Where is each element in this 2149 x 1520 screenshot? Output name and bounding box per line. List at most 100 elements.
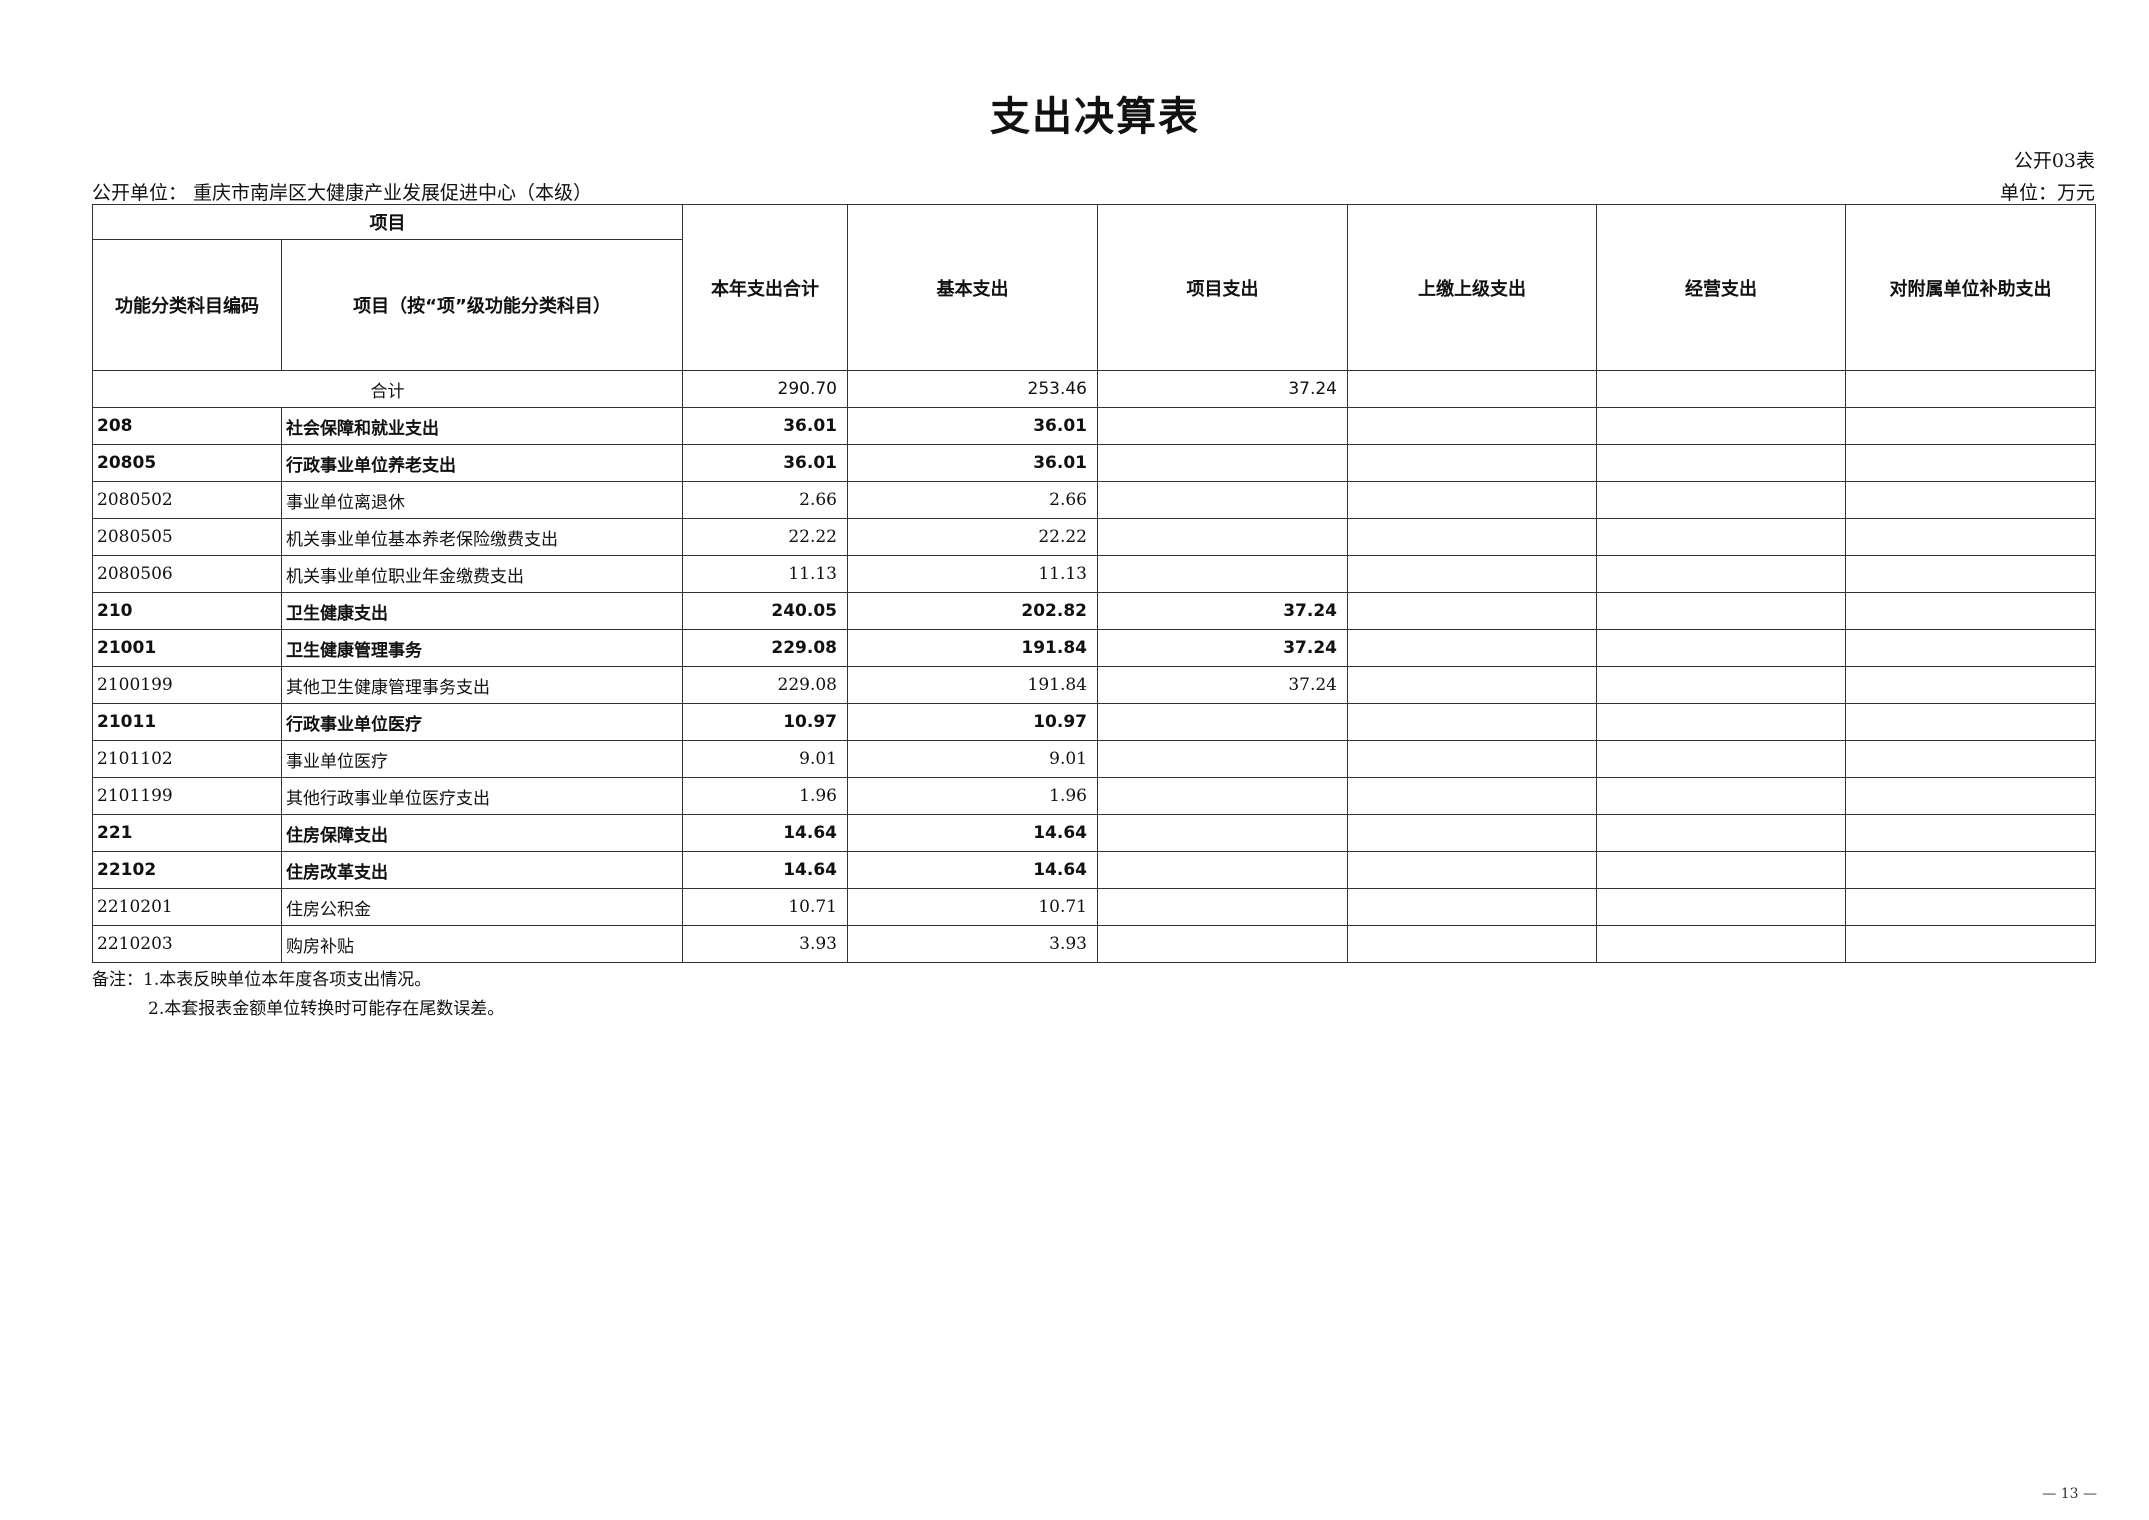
cell-subsidy (1845, 777, 2096, 815)
cell-basic: 36.01 (847, 407, 1098, 445)
cell-upper (1347, 444, 1597, 482)
cell-project: 37.24 (1097, 629, 1348, 667)
cell-name: 其他行政事业单位医疗支出 (281, 777, 683, 815)
cell-project (1097, 703, 1348, 741)
cell-code: 22102 (92, 851, 282, 889)
cell-basic: 1.96 (847, 777, 1098, 815)
cell-total: 11.13 (682, 555, 848, 593)
cell-code: 21011 (92, 703, 282, 741)
cell-business (1596, 888, 1846, 926)
table-row: 2080505 机关事业单位基本养老保险缴费支出 22.22 22.22 (92, 518, 2096, 556)
total-upper (1347, 370, 1597, 408)
cell-total: 9.01 (682, 740, 848, 778)
cell-name: 机关事业单位基本养老保险缴费支出 (281, 518, 683, 556)
table-row: 2080502 事业单位离退休 2.66 2.66 (92, 481, 2096, 519)
cell-upper (1347, 629, 1597, 667)
total-row: 合计 290.70 253.46 37.24 (92, 370, 2096, 408)
cell-basic: 14.64 (847, 814, 1098, 852)
cell-code: 2080502 (92, 481, 282, 519)
cell-subsidy (1845, 629, 2096, 667)
cell-name: 行政事业单位医疗 (281, 703, 683, 741)
cell-project (1097, 925, 1348, 963)
cell-business (1596, 814, 1846, 852)
cell-name: 社会保障和就业支出 (281, 407, 683, 445)
cell-name: 住房保障支出 (281, 814, 683, 852)
org-label: 公开单位： 重庆市南岸区大健康产业发展促进中心（本级） (92, 182, 593, 204)
cell-subsidy (1845, 555, 2096, 593)
cell-upper (1347, 592, 1597, 630)
cell-subsidy (1845, 703, 2096, 741)
cell-name: 行政事业单位养老支出 (281, 444, 683, 482)
header-project: 项目支出 (1097, 204, 1348, 371)
cell-upper (1347, 888, 1597, 926)
total-basic: 253.46 (847, 370, 1098, 408)
cell-code: 210 (92, 592, 282, 630)
cell-basic: 11.13 (847, 555, 1098, 593)
cell-code: 21001 (92, 629, 282, 667)
cell-upper (1347, 740, 1597, 778)
cell-subsidy (1845, 740, 2096, 778)
cell-upper (1347, 703, 1597, 741)
cell-business (1596, 666, 1846, 704)
cell-subsidy (1845, 814, 2096, 852)
cell-total: 229.08 (682, 629, 848, 667)
cell-name: 住房公积金 (281, 888, 683, 926)
table-row: 208 社会保障和就业支出 36.01 36.01 (92, 407, 2096, 445)
total-project: 37.24 (1097, 370, 1348, 408)
cell-business (1596, 592, 1846, 630)
unit-label: 单位：万元 (1999, 182, 2095, 204)
cell-code: 208 (92, 407, 282, 445)
cell-business (1596, 555, 1846, 593)
cell-project (1097, 814, 1348, 852)
cell-subsidy (1845, 444, 2096, 482)
table-row: 22102 住房改革支出 14.64 14.64 (92, 851, 2096, 889)
cell-upper (1347, 518, 1597, 556)
cell-upper (1347, 777, 1597, 815)
table-row: 210 卫生健康支出 240.05 202.82 37.24 (92, 592, 2096, 630)
cell-name: 卫生健康管理事务 (281, 629, 683, 667)
header-subsidy: 对附属单位补助支出 (1845, 204, 2096, 371)
notes: 备注：1.本表反映单位本年度各项支出情况。 2.本套报表金额单位转换时可能存在尾… (92, 966, 504, 1024)
cell-upper (1347, 555, 1597, 593)
table-row: 20805 行政事业单位养老支出 36.01 36.01 (92, 444, 2096, 482)
cell-project (1097, 407, 1348, 445)
page-title: 支出决算表 (990, 94, 1200, 140)
cell-upper (1347, 925, 1597, 963)
header-upper: 上缴上级支出 (1347, 204, 1597, 371)
cell-basic: 2.66 (847, 481, 1098, 519)
cell-total: 10.71 (682, 888, 848, 926)
header-basic: 基本支出 (847, 204, 1098, 371)
cell-project (1097, 555, 1348, 593)
cell-subsidy (1845, 481, 2096, 519)
cell-project (1097, 481, 1348, 519)
cell-code: 2080505 (92, 518, 282, 556)
cell-project: 37.24 (1097, 592, 1348, 630)
table-row: 2210201 住房公积金 10.71 10.71 (92, 888, 2096, 926)
cell-project (1097, 740, 1348, 778)
header-name: 项目（按“项”级功能分类科目） (281, 239, 683, 371)
cell-upper (1347, 851, 1597, 889)
cell-total: 14.64 (682, 814, 848, 852)
cell-total: 3.93 (682, 925, 848, 963)
cell-business (1596, 407, 1846, 445)
cell-code: 2080506 (92, 555, 282, 593)
cell-project (1097, 777, 1348, 815)
cell-business (1596, 629, 1846, 667)
header-business: 经营支出 (1596, 204, 1846, 371)
cell-subsidy (1845, 407, 2096, 445)
cell-total: 1.96 (682, 777, 848, 815)
total-business (1596, 370, 1846, 408)
cell-business (1596, 777, 1846, 815)
cell-upper (1347, 666, 1597, 704)
cell-business (1596, 481, 1846, 519)
cell-basic: 3.93 (847, 925, 1098, 963)
cell-subsidy (1845, 888, 2096, 926)
cell-business (1596, 851, 1846, 889)
cell-code: 2210203 (92, 925, 282, 963)
cell-business (1596, 444, 1846, 482)
cell-business (1596, 703, 1846, 741)
cell-name: 住房改革支出 (281, 851, 683, 889)
cell-name: 卫生健康支出 (281, 592, 683, 630)
cell-subsidy (1845, 666, 2096, 704)
table-code: 公开03表 (2013, 150, 2095, 172)
